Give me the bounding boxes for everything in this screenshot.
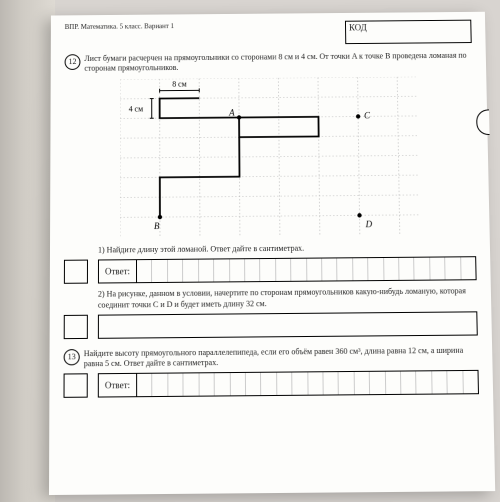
grid-figure: 8 см 4 см A B C D [64, 76, 476, 238]
pt-A: A [228, 108, 235, 118]
problem-12-text: Лист бумаги расчерчен на прямоугольники … [84, 51, 472, 74]
pt-C: C [364, 110, 371, 120]
grid-svg: 8 см 4 см A B C D [120, 77, 420, 238]
q12-part2: 2) На рисунке, данном в условии, начерти… [98, 287, 477, 311]
page-header: ВПР. Математика. 5 класс. Вариант 1 КОД [65, 20, 472, 47]
dim-left-label: 4 см [129, 105, 143, 114]
score-box[interactable] [64, 373, 88, 398]
pt-B: B [154, 221, 160, 231]
next-page-badge [476, 109, 489, 135]
problem-13-text: Найдите высоту прямоугольного параллелеп… [84, 346, 479, 370]
subject-line: ВПР. Математика. 5 класс. Вариант 1 [65, 22, 174, 31]
answer-row-13: Ответ: [64, 370, 479, 398]
pt-D: D [365, 219, 373, 229]
answer-label: Ответ: [99, 374, 137, 397]
dim-top-label: 8 см [172, 80, 186, 89]
question-number-12: 12 [65, 54, 81, 70]
answer-strip[interactable]: Ответ: [98, 257, 477, 284]
answer-row-12-2 [64, 312, 478, 340]
code-box[interactable]: КОД [345, 20, 472, 44]
question-number-13: 13 [64, 349, 80, 365]
answer-cells[interactable] [137, 258, 476, 283]
problem-13: 13 Найдите высоту прямоугольного паралле… [64, 346, 479, 370]
code-label: КОД [349, 23, 367, 33]
answer-label: Ответ: [99, 261, 137, 283]
answer-cells[interactable] [137, 371, 478, 396]
q12-part1: 1) Найдите длину этой ломаной. Ответ дай… [98, 242, 476, 256]
answer-row-12-1: Ответ: [64, 257, 477, 285]
drawing-strip[interactable] [98, 312, 478, 339]
problem-12: 12 Лист бумаги расчерчен на прямоугольни… [65, 51, 473, 74]
worksheet-page: ВПР. Математика. 5 класс. Вариант 1 КОД … [49, 12, 495, 495]
score-box[interactable] [64, 315, 88, 339]
score-box[interactable] [64, 260, 88, 284]
answer-strip[interactable]: Ответ: [98, 370, 479, 398]
book-binding-shadow [0, 0, 55, 502]
